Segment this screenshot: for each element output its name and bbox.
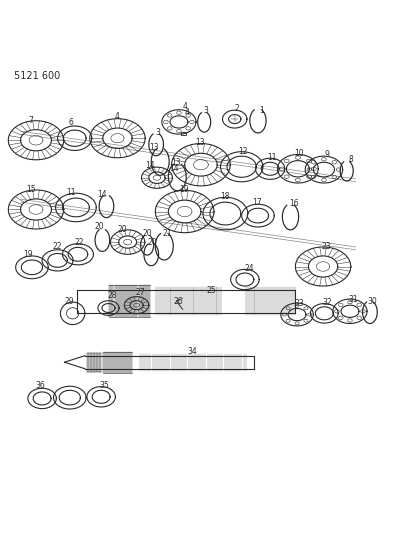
Text: 27: 27 bbox=[135, 288, 144, 297]
Text: 24: 24 bbox=[244, 264, 253, 273]
Text: 19: 19 bbox=[179, 185, 188, 195]
Text: 4: 4 bbox=[184, 108, 189, 117]
Text: 13: 13 bbox=[195, 138, 204, 147]
Text: 20: 20 bbox=[118, 224, 127, 233]
Text: 20: 20 bbox=[94, 222, 103, 231]
Text: 36: 36 bbox=[35, 381, 45, 390]
Text: 17: 17 bbox=[252, 198, 261, 207]
Text: 14: 14 bbox=[145, 161, 155, 170]
Text: 4: 4 bbox=[182, 102, 187, 111]
Text: 15: 15 bbox=[26, 185, 36, 195]
Text: 5121 600: 5121 600 bbox=[13, 71, 60, 81]
Text: 22: 22 bbox=[53, 243, 62, 252]
Text: 14: 14 bbox=[97, 190, 107, 198]
Text: 31: 31 bbox=[348, 295, 357, 304]
Text: 26: 26 bbox=[173, 296, 183, 305]
Text: 32: 32 bbox=[321, 298, 331, 307]
Text: 29: 29 bbox=[65, 296, 74, 305]
Text: 1: 1 bbox=[258, 107, 263, 116]
Text: 33: 33 bbox=[294, 298, 303, 308]
Text: 13: 13 bbox=[171, 158, 181, 167]
Text: 2: 2 bbox=[234, 104, 238, 113]
Text: 14: 14 bbox=[169, 164, 179, 173]
Text: 6: 6 bbox=[69, 118, 74, 127]
Text: 23: 23 bbox=[321, 243, 330, 252]
Text: 28: 28 bbox=[107, 292, 117, 300]
Text: 21: 21 bbox=[162, 229, 172, 238]
Text: 8: 8 bbox=[348, 155, 352, 164]
Text: 19: 19 bbox=[23, 250, 33, 259]
Text: 11: 11 bbox=[67, 188, 76, 197]
Text: 3: 3 bbox=[155, 127, 160, 136]
Text: 11: 11 bbox=[267, 153, 276, 162]
Text: 20: 20 bbox=[147, 238, 157, 247]
Text: 7: 7 bbox=[28, 116, 33, 125]
Text: 20: 20 bbox=[142, 229, 152, 238]
Text: 34: 34 bbox=[187, 346, 196, 356]
Text: 4: 4 bbox=[115, 112, 119, 121]
Text: 12: 12 bbox=[237, 147, 247, 156]
Text: 16: 16 bbox=[288, 199, 298, 208]
Text: 22: 22 bbox=[75, 238, 84, 247]
Text: 9: 9 bbox=[324, 150, 329, 159]
Text: 13: 13 bbox=[149, 143, 159, 152]
Text: 10: 10 bbox=[294, 149, 303, 158]
Text: 30: 30 bbox=[367, 296, 377, 305]
Text: 35: 35 bbox=[99, 381, 109, 390]
Text: 3: 3 bbox=[203, 107, 208, 116]
Text: 18: 18 bbox=[219, 192, 229, 201]
Text: 25: 25 bbox=[206, 286, 216, 295]
